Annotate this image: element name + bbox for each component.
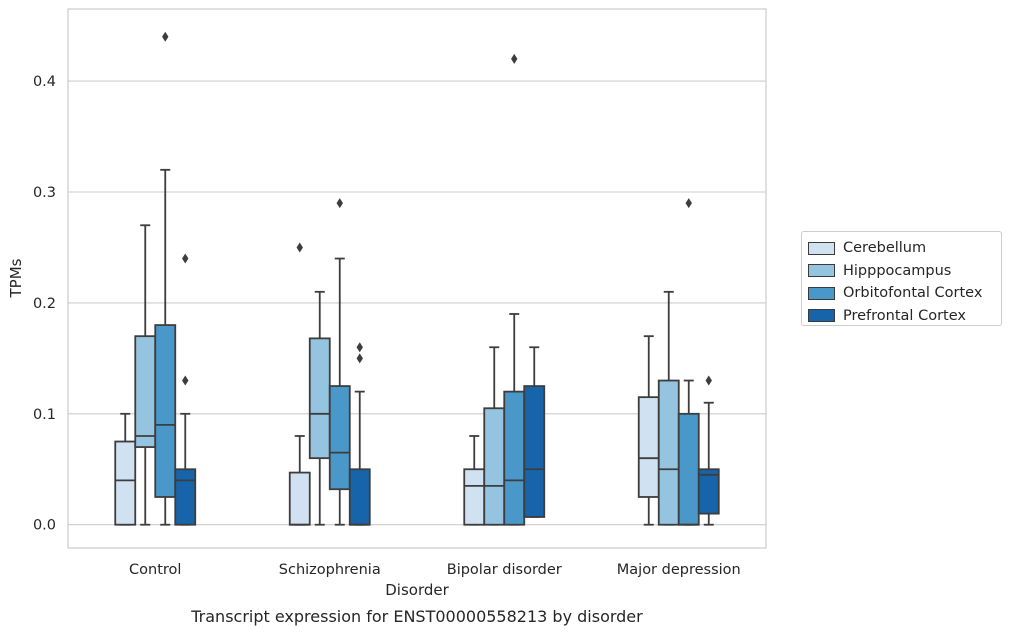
box-orbitofontal-cortex bbox=[328, 198, 351, 526]
box-iqr bbox=[348, 468, 371, 526]
outlier-point bbox=[705, 375, 712, 386]
y-tick-label: 0.0 bbox=[33, 518, 56, 534]
x-axis-label: Disorder bbox=[385, 581, 449, 599]
legend-item: Hipppocampus bbox=[808, 260, 1001, 283]
y-axis-label: TPMs bbox=[7, 258, 25, 298]
box-orbitofontal-cortex bbox=[154, 31, 177, 526]
y-tick-label: 0.1 bbox=[33, 407, 56, 423]
box-iqr bbox=[677, 412, 700, 526]
legend-item: Prefrontal Cortex bbox=[808, 305, 1001, 328]
outlier-point bbox=[356, 342, 363, 353]
legend-swatch bbox=[808, 309, 835, 323]
box-prefrontal-cortex bbox=[348, 342, 371, 526]
box-iqr bbox=[657, 379, 680, 526]
chart-title: Transcript expression for ENST0000055821… bbox=[190, 607, 643, 626]
box-iqr bbox=[154, 324, 177, 498]
legend-item: Orbitofontal Cortex bbox=[808, 282, 1001, 305]
x-tick-label: Bipolar disorder bbox=[447, 562, 562, 578]
box-iqr bbox=[637, 396, 660, 498]
outlier-point bbox=[182, 253, 189, 264]
x-tick-label: Control bbox=[129, 562, 181, 578]
outlier-point bbox=[356, 353, 363, 364]
box-prefrontal-cortex bbox=[174, 253, 197, 526]
y-tick-label: 0.3 bbox=[33, 185, 56, 201]
box-prefrontal-cortex bbox=[523, 346, 546, 518]
legend-swatch bbox=[808, 264, 835, 278]
outlier-point bbox=[296, 242, 303, 253]
legend-item: Cerebellum bbox=[808, 237, 1001, 260]
legend-swatch bbox=[808, 286, 835, 300]
box-prefrontal-cortex bbox=[697, 375, 720, 526]
box-iqr bbox=[503, 390, 526, 526]
outlier-point bbox=[336, 198, 343, 209]
legend-label: Hipppocampus bbox=[843, 262, 952, 279]
outlier-point bbox=[162, 31, 169, 42]
box-iqr bbox=[134, 335, 157, 448]
box-iqr bbox=[288, 471, 311, 526]
box-iqr bbox=[114, 440, 137, 526]
box-iqr bbox=[523, 385, 546, 518]
legend: Cerebellum Hipppocampus Orbitofontal Corte… bbox=[801, 231, 1002, 326]
x-tick-labels: Control Schizophrenia Bipolar disorder Majo… bbox=[129, 562, 741, 578]
box-cerebellum bbox=[114, 412, 137, 526]
outlier-point bbox=[511, 53, 518, 64]
box-iqr bbox=[308, 337, 331, 460]
box-iqr bbox=[697, 468, 720, 515]
outlier-point bbox=[685, 198, 692, 209]
y-tick-label: 0.2 bbox=[33, 296, 56, 312]
y-tick-label: 0.4 bbox=[33, 74, 56, 90]
legend-label: Prefrontal Cortex bbox=[843, 307, 966, 324]
box-iqr bbox=[463, 468, 486, 526]
plot-frame bbox=[67, 8, 767, 549]
legend-label: Orbitofontal Cortex bbox=[843, 285, 983, 302]
outlier-point bbox=[182, 375, 189, 386]
box-iqr bbox=[328, 385, 351, 491]
box-iqr bbox=[483, 407, 506, 526]
box-layer bbox=[114, 31, 720, 526]
box-iqr bbox=[174, 468, 197, 526]
box-hipppocampus bbox=[308, 290, 331, 526]
y-tick-labels: 0.0 0.1 0.2 0.3 0.4 bbox=[33, 74, 56, 534]
x-tick-label: Major depression bbox=[617, 562, 741, 578]
box-cerebellum bbox=[288, 242, 311, 526]
legend-label: Cerebellum bbox=[843, 240, 927, 257]
x-tick-label: Schizophrenia bbox=[279, 562, 381, 578]
legend-swatch bbox=[808, 241, 835, 255]
box-cerebellum bbox=[637, 335, 660, 526]
